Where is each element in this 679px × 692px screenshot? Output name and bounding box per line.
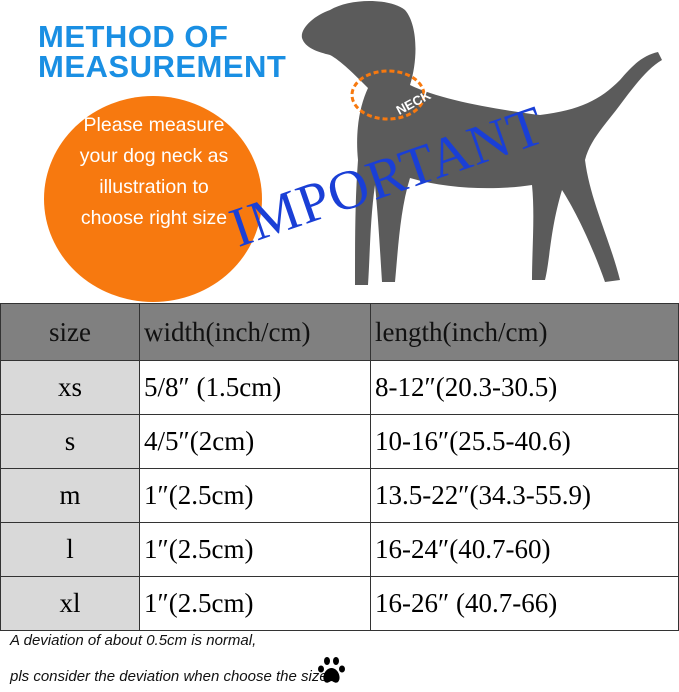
size-cell: l — [0, 522, 140, 577]
title-line-1: METHOD OF — [38, 19, 229, 54]
size-cell: s — [0, 414, 140, 469]
size-table: size width(inch/cm) length(inch/cm) xs 5/… — [0, 303, 679, 631]
length-cell: 13.5-22″(34.3-55.9) — [370, 468, 679, 523]
table-row: xs 5/8″ (1.5cm) 8-12″(20.3-30.5) — [0, 360, 679, 415]
table-header-row: size width(inch/cm) length(inch/cm) — [0, 303, 679, 361]
width-cell: 5/8″ (1.5cm) — [139, 360, 371, 415]
size-cell: xl — [0, 576, 140, 631]
title-line-2: MEASUREMENT — [38, 49, 287, 84]
size-cell: xs — [0, 360, 140, 415]
width-cell: 1″(2.5cm) — [139, 468, 371, 523]
note-line-2: pls consider the deviation when choose t… — [10, 668, 332, 685]
table-row: s 4/5″(2cm) 10-16″(25.5-40.6) — [0, 414, 679, 469]
neck-measure-ring — [350, 69, 426, 121]
callout-text: Please measure your dog neck as illustra… — [79, 114, 229, 229]
table-row: xl 1″(2.5cm) 16-26″ (40.7-66) — [0, 576, 679, 631]
length-cell: 8-12″(20.3-30.5) — [370, 360, 679, 415]
length-cell: 16-24″(40.7-60) — [370, 522, 679, 577]
dog-silhouette-icon — [301, 1, 662, 285]
paw-icon — [318, 657, 345, 683]
note-line-1: A deviation of about 0.5cm is normal, — [10, 632, 257, 649]
table-row: m 1″(2.5cm) 13.5-22″(34.3-55.9) — [0, 468, 679, 523]
callout-circle — [44, 96, 262, 302]
width-cell: 4/5″(2cm) — [139, 414, 371, 469]
width-cell: 1″(2.5cm) — [139, 522, 371, 577]
width-cell: 1″(2.5cm) — [139, 576, 371, 631]
table-row: l 1″(2.5cm) 16-24″(40.7-60) — [0, 522, 679, 577]
length-cell: 16-26″ (40.7-66) — [370, 576, 679, 631]
size-cell: m — [0, 468, 140, 523]
header-size: size — [0, 303, 140, 361]
header-length: length(inch/cm) — [370, 303, 679, 361]
length-cell: 10-16″(25.5-40.6) — [370, 414, 679, 469]
header-width: width(inch/cm) — [139, 303, 371, 361]
